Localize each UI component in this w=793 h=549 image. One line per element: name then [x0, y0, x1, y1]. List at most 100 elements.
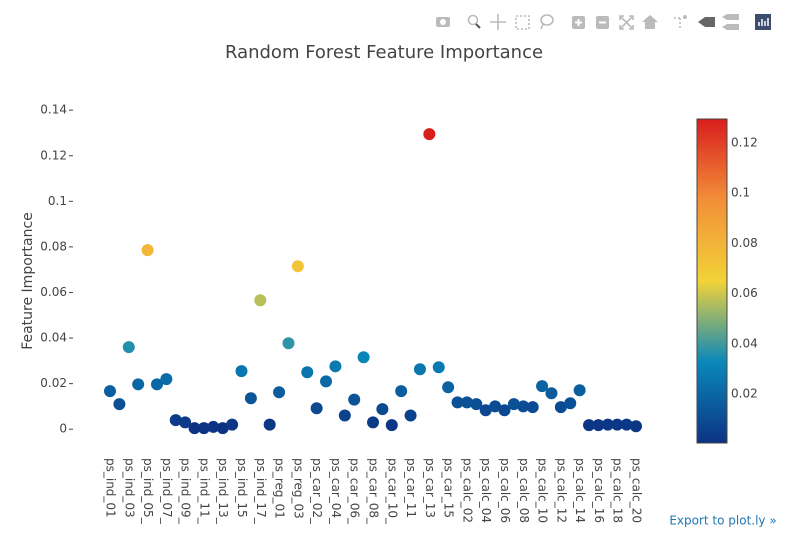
point: [273, 386, 286, 399]
x-tick-label: ps_car_10_: [385, 458, 399, 525]
x-tick-label: ps_reg_01: [273, 458, 287, 519]
x-tick-label: ps_ind_17_: [254, 458, 268, 525]
x-tick-label: ps_car_15: [442, 458, 456, 518]
point: [404, 409, 417, 422]
point: [150, 378, 163, 391]
x-tick-label: ps_car_02_: [310, 458, 324, 525]
x-tick-label: ps_ind_11_: [197, 458, 211, 525]
point: [620, 418, 633, 431]
point: [545, 387, 558, 400]
point: [169, 414, 182, 427]
x-tick-label: ps_calc_04: [479, 458, 493, 523]
point: [442, 381, 455, 394]
colorbar-tick-label: 0.1: [731, 186, 750, 200]
y-tick-label: 0: [59, 422, 67, 436]
x-tick-label: ps_car_13: [423, 458, 437, 518]
point: [320, 375, 333, 388]
point: [132, 378, 145, 391]
point: [254, 294, 267, 307]
x-tick-label: ps_car_04_: [329, 458, 343, 525]
chart-title: Random Forest Feature Importance: [225, 42, 543, 63]
point: [329, 360, 342, 373]
x-tick-label: ps_calc_16: [592, 458, 606, 523]
spikelines-button[interactable]: [674, 15, 687, 29]
zoom-out-button[interactable]: [596, 16, 609, 29]
point: [592, 419, 605, 432]
point: [630, 420, 642, 433]
point: [376, 403, 389, 416]
point: [367, 416, 379, 429]
lasso-button[interactable]: [540, 14, 554, 30]
point: [517, 400, 530, 413]
plotly-logo[interactable]: [755, 14, 771, 30]
point: [451, 396, 464, 409]
point: [554, 401, 567, 414]
hover-compare-button[interactable]: [722, 14, 739, 30]
y-axis-title: Feature Importance: [20, 212, 36, 350]
point: [310, 402, 323, 415]
point: [536, 380, 549, 393]
y-tick-label: 0.06: [40, 285, 67, 299]
y-tick-label: 0.14: [40, 103, 67, 117]
point: [413, 363, 426, 376]
point: [207, 420, 220, 433]
y-tick-label: 0.12: [40, 148, 67, 162]
x-tick-label: ps_ind_13_: [216, 458, 230, 525]
colorbar-tick-label: 0.04: [731, 336, 758, 350]
point: [160, 373, 173, 386]
point: [197, 422, 210, 435]
y-tick-label: 0.1: [48, 194, 67, 208]
point: [489, 400, 502, 413]
point: [122, 341, 135, 354]
point: [235, 365, 248, 378]
point: [423, 128, 436, 141]
point: [526, 401, 539, 414]
point: [188, 422, 201, 435]
point: [601, 418, 614, 431]
autoscale-button[interactable]: [619, 15, 634, 30]
hover-closest-button[interactable]: [698, 17, 715, 27]
x-tick-label: ps_car_06_: [348, 458, 362, 525]
y-tick-label: 0.08: [40, 239, 67, 253]
export-link[interactable]: Export to plot.ly »: [669, 514, 776, 528]
point: [244, 392, 257, 405]
point: [357, 351, 370, 364]
point: [263, 418, 276, 431]
point: [226, 418, 239, 431]
pan-button[interactable]: [490, 14, 506, 30]
x-tick-label: ps_calc_02: [460, 458, 474, 523]
point: [479, 404, 492, 417]
colorbar-tick-label: 0.12: [731, 135, 758, 149]
point: [348, 393, 361, 406]
camera-button[interactable]: [436, 17, 450, 27]
colorbar-tick-label: 0.06: [731, 286, 758, 300]
x-tick-label: ps_ind_03: [122, 458, 136, 518]
x-tick-label: ps_ind_09_: [179, 458, 193, 525]
y-tick-label: 0.02: [40, 376, 67, 390]
x-tick-label: ps_ind_15: [235, 458, 249, 518]
x-tick-label: ps_ind_05_: [141, 458, 155, 525]
point: [113, 398, 126, 411]
x-tick-label: ps_ind_01: [104, 458, 118, 518]
point: [507, 398, 520, 411]
point: [611, 418, 624, 431]
point: [291, 260, 304, 273]
reset-button[interactable]: [642, 15, 658, 29]
colorbar: [696, 118, 728, 444]
point: [583, 419, 596, 432]
point: [301, 366, 314, 379]
box-select-button[interactable]: [515, 15, 530, 30]
point: [216, 422, 229, 435]
colorbar-tick-label: 0.02: [731, 387, 758, 401]
point: [282, 337, 295, 350]
x-tick-label: ps_calc_14: [573, 458, 587, 523]
x-tick-label: ps_calc_12: [554, 458, 568, 523]
zoom-in-button[interactable]: [572, 16, 585, 29]
modebar: [436, 14, 771, 30]
point: [573, 384, 586, 397]
x-tick-label: ps_ind_07_: [160, 458, 174, 525]
zoom-button[interactable]: [467, 14, 481, 29]
point: [338, 409, 351, 422]
point: [104, 385, 116, 398]
